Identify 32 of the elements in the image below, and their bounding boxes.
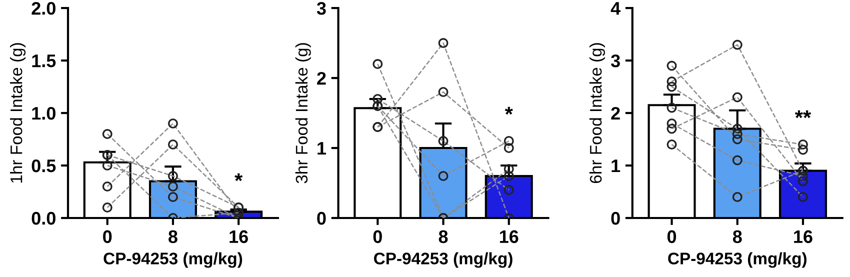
x-axis-title: CP-94253 (mg/kg) — [668, 252, 806, 268]
x-tick-label: 0 — [667, 230, 676, 244]
x-tick-label: 8 — [732, 230, 742, 244]
y-tick-label: 2 — [611, 106, 620, 120]
y-tick-label: 1.0 — [32, 106, 56, 120]
y-tick-label: 1 — [612, 160, 620, 172]
y-tick-label: 2 — [317, 72, 326, 85]
x-tick-label: 0 — [373, 230, 382, 244]
x-tick-label: 8 — [438, 230, 448, 244]
x-tick-label: 16 — [794, 230, 812, 244]
y-tick-label: 0.0 — [32, 212, 56, 225]
x-tick-label: 16 — [500, 230, 518, 244]
y-tick-label: 0.5 — [32, 159, 56, 172]
y-tick-label: 3 — [610, 54, 620, 68]
x-axis-title: CP-94253 (mg/kg) — [374, 252, 512, 268]
x-tick-label: 0 — [103, 230, 112, 244]
annotation: * — [234, 173, 243, 182]
y-axis-title: 6hr Food Intake (g) — [589, 43, 605, 184]
y-tick-label: 2.0 — [32, 2, 56, 15]
y-tick-label: 4 — [610, 2, 620, 15]
y-tick-label: 3 — [316, 2, 326, 15]
y-tick-label: 1 — [318, 142, 326, 155]
y-tick-label: 0 — [611, 212, 620, 225]
x-axis-title: CP-94253 (mg/kg) — [104, 252, 242, 268]
y-axis-title: 3hr Food Intake (g) — [295, 43, 311, 184]
x-tick-label: 8 — [168, 230, 178, 244]
annotation: ** — [794, 110, 812, 118]
annotation: * — [504, 106, 513, 115]
y-axis-title: 1hr Food Intake (g) — [10, 43, 26, 183]
y-tick-label: 1.5 — [32, 54, 56, 68]
y-tick-label: 0 — [317, 212, 326, 225]
x-tick-label: 16 — [230, 230, 248, 244]
